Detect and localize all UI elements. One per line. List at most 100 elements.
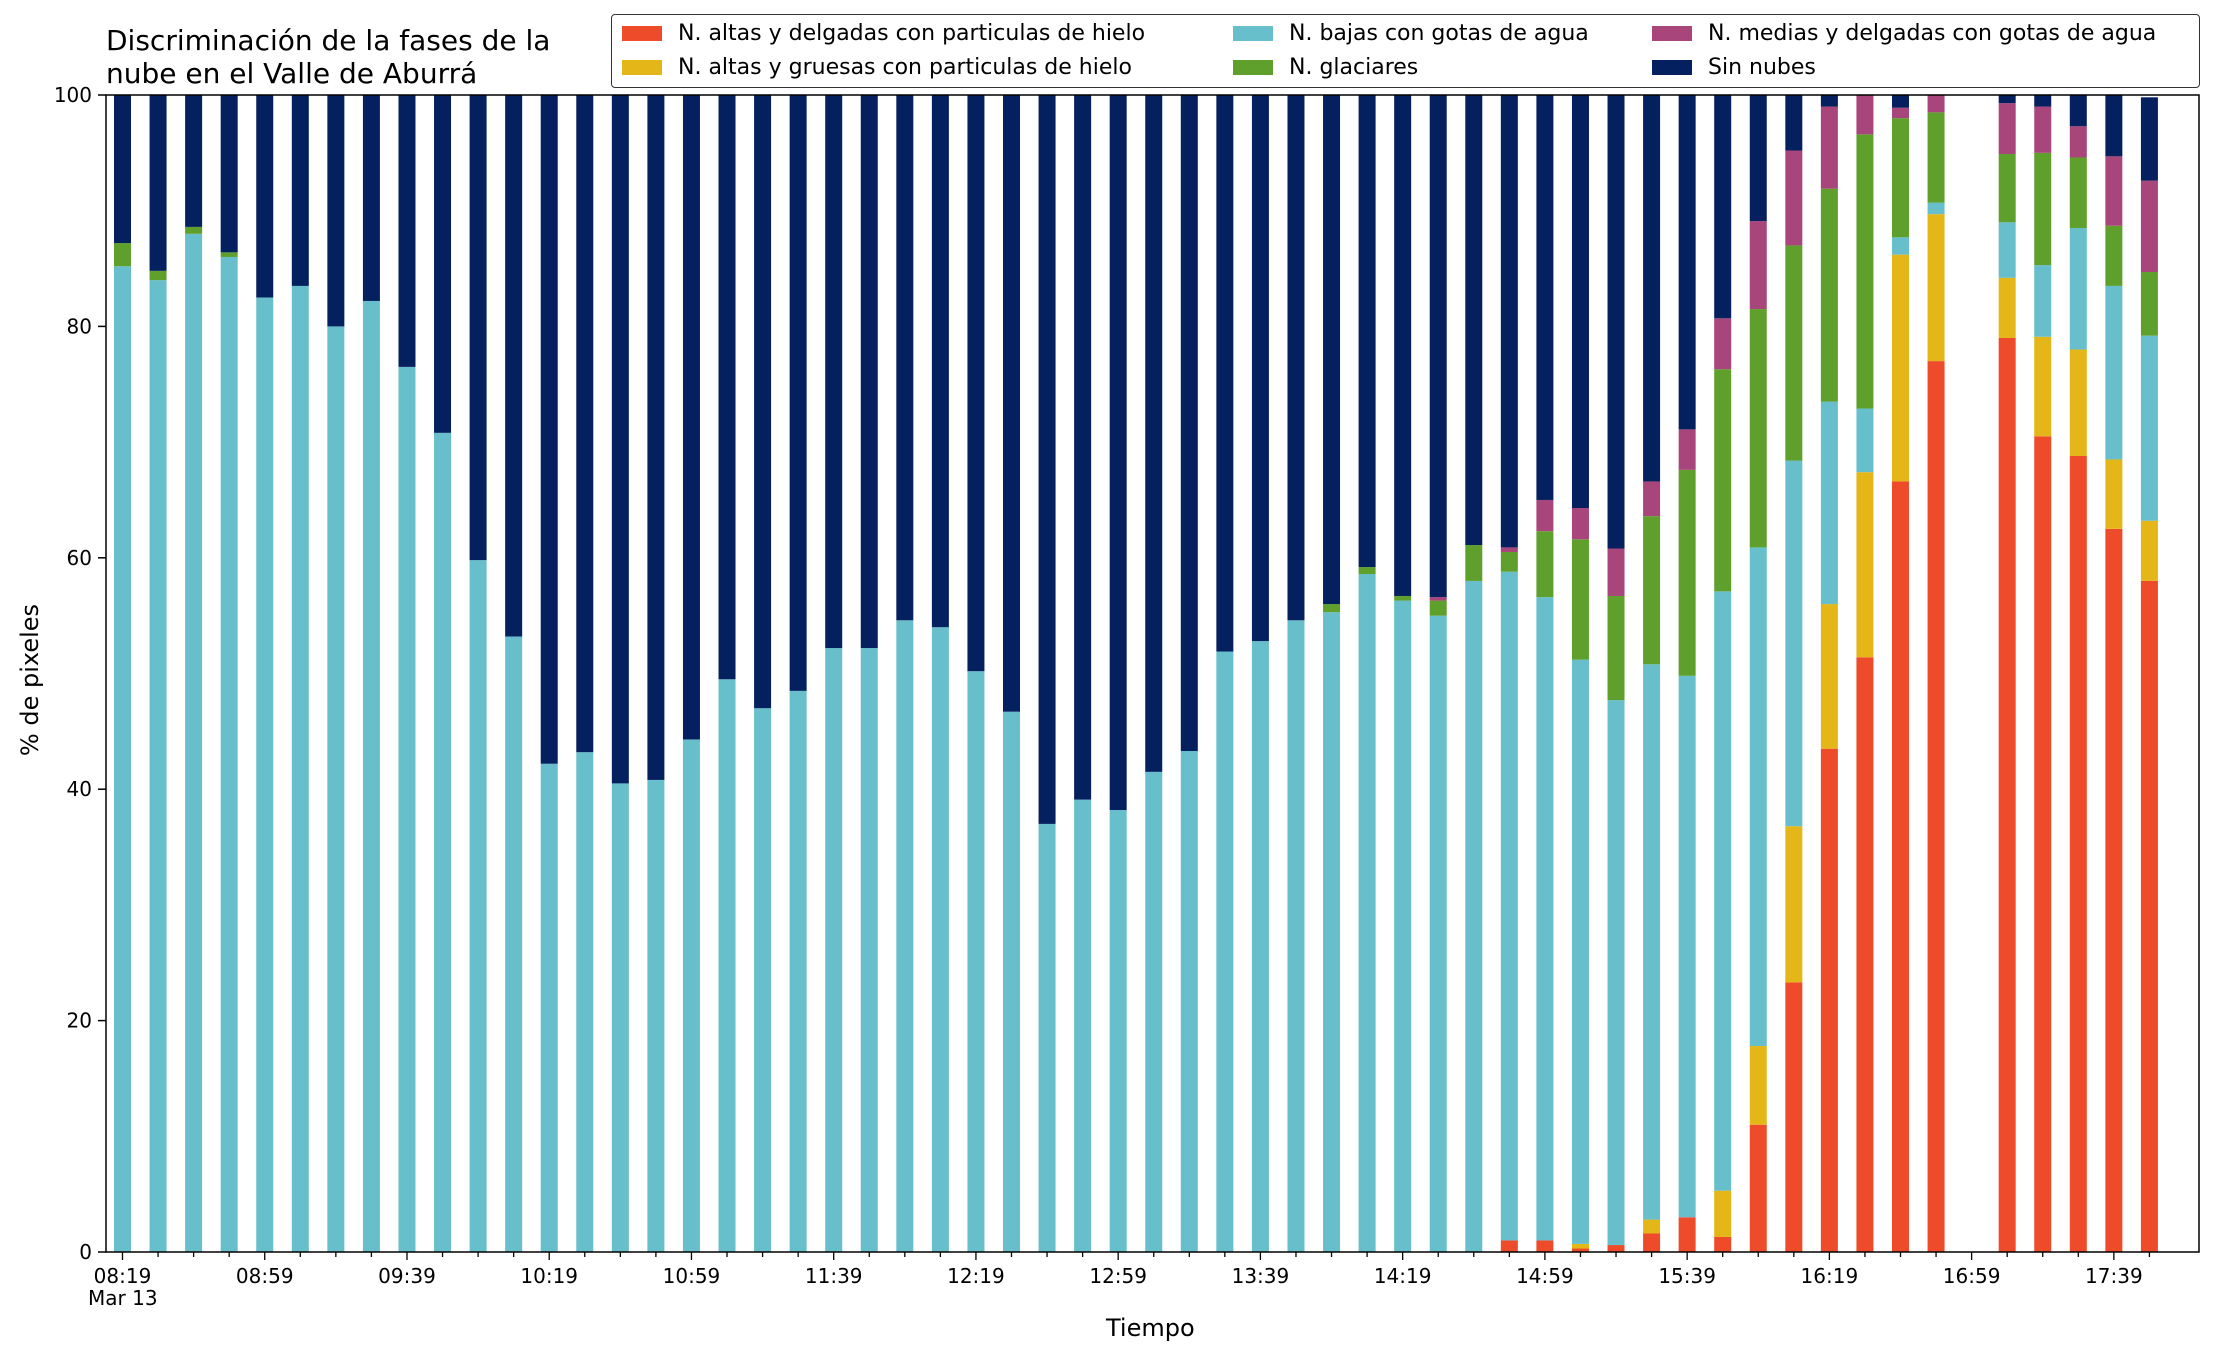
bar-segment xyxy=(1145,95,1163,772)
bar-segment xyxy=(1571,539,1589,660)
bar-segment xyxy=(1785,982,1803,1252)
legend-swatch xyxy=(622,60,662,75)
bar-segment xyxy=(1892,254,1909,482)
bar-segment xyxy=(1998,337,2016,1253)
bar-segment xyxy=(1394,595,1412,601)
bar-segment xyxy=(1998,154,2016,223)
bar-segment xyxy=(1607,1245,1625,1252)
bar-segment xyxy=(1892,481,1909,1252)
bar-segment xyxy=(1394,600,1412,1252)
bar-segment xyxy=(1287,95,1305,621)
bar-segment xyxy=(789,95,807,691)
bar-segment xyxy=(2069,157,2087,229)
bar-segment xyxy=(1998,277,2016,338)
bar-segment xyxy=(1536,1240,1554,1252)
bar-segment xyxy=(1856,134,1874,409)
y-tick-label: 80 xyxy=(67,314,92,338)
legend-swatch xyxy=(1233,60,1273,75)
bar-segment xyxy=(1927,214,1945,362)
x-tick-label: 12:59 xyxy=(1089,1264,1147,1288)
bar-segment xyxy=(505,636,523,1252)
bar-segment xyxy=(1251,95,1269,642)
bar-segment xyxy=(1856,408,1874,473)
bar-segment xyxy=(1074,95,1092,800)
bar-segment xyxy=(2034,265,2052,337)
bar-segment xyxy=(2140,97,2158,181)
legend-label: N. glaciares xyxy=(1289,55,1419,80)
bar-segment xyxy=(1749,547,1767,1047)
bar-segment xyxy=(1749,221,1767,310)
bar-segment xyxy=(825,648,843,1252)
bar-segment xyxy=(1643,481,1661,517)
x-axis: 08:19 08:59 09:39 10:19 10:59 11:39 12:19 12:59… xyxy=(94,1252,2151,1288)
bar-segment xyxy=(1714,591,1732,1191)
bar-segment xyxy=(1571,659,1589,1244)
bar-segment xyxy=(114,243,131,267)
bar-segment xyxy=(1714,1190,1732,1237)
bar-segment xyxy=(1927,95,1945,113)
bar-segment xyxy=(1892,95,1909,108)
bar-segment xyxy=(1678,469,1696,676)
bar-segment xyxy=(2069,455,2087,1253)
bar-segment xyxy=(576,752,594,1252)
bar-segment xyxy=(291,95,309,286)
bar-segment xyxy=(1003,711,1020,1252)
bar-segment xyxy=(1251,641,1269,1252)
bar-segment xyxy=(1749,95,1767,222)
bar-segment xyxy=(1500,571,1518,1241)
bar-segment xyxy=(2069,126,2087,158)
bar-segment xyxy=(2034,106,2052,153)
bar-segment xyxy=(149,280,167,1252)
x-tick-label: 10:59 xyxy=(663,1264,721,1288)
legend-swatch xyxy=(1652,60,1692,75)
bar-segment xyxy=(967,95,985,672)
bar-segment xyxy=(1643,1219,1661,1234)
bar-segment xyxy=(1785,826,1803,983)
bar-segment xyxy=(540,95,558,764)
bar-segment xyxy=(1678,95,1696,430)
x-axis-label: Tiempo xyxy=(1106,1314,1195,1342)
legend-swatch xyxy=(1652,26,1692,41)
bar-segment xyxy=(1429,600,1447,616)
bar-segment xyxy=(1358,95,1376,568)
bar-segment xyxy=(220,252,238,257)
bar-segment xyxy=(1180,751,1198,1252)
bar-segment xyxy=(718,679,736,1252)
bar-segment xyxy=(1714,369,1732,592)
x-tick-label: 12:19 xyxy=(947,1264,1005,1288)
bar-segment xyxy=(1287,620,1305,1252)
bar-segment xyxy=(1216,651,1234,1252)
bar-segment xyxy=(825,95,843,649)
bar-segment xyxy=(1749,1124,1767,1252)
bar-segment xyxy=(2140,272,2158,336)
bar-segment xyxy=(1785,95,1803,151)
bar-segment xyxy=(1216,95,1234,652)
bar-segment xyxy=(1038,95,1056,824)
bar-segment xyxy=(1998,95,2016,104)
bar-segment xyxy=(1536,597,1554,1241)
bar-segment xyxy=(2140,580,2158,1252)
bar-segment xyxy=(256,95,274,298)
x-tick-label: 08:59 xyxy=(236,1264,294,1288)
legend-label: N. medias y delgadas con gotas de agua xyxy=(1708,21,2157,46)
bar-segment xyxy=(1536,499,1554,532)
bar-segment xyxy=(505,95,523,637)
bar-segment xyxy=(398,95,416,367)
bar-segment xyxy=(362,300,380,1252)
bar-segment xyxy=(185,226,203,234)
bar-segment xyxy=(1714,95,1732,319)
bar-segment xyxy=(1500,547,1518,553)
bar-segment xyxy=(2105,156,2123,226)
x-tick-label: 15:39 xyxy=(1658,1264,1716,1288)
bar-segment xyxy=(1892,107,1909,119)
bar-segment xyxy=(2105,95,2123,157)
bar-segment xyxy=(2069,349,2087,456)
bar-segment xyxy=(1820,95,1838,107)
bar-segment xyxy=(1856,657,1874,1252)
bar-segment xyxy=(1109,95,1127,811)
bar-segment xyxy=(1892,118,1909,238)
chart-bars xyxy=(114,95,2158,1253)
legend-label: N. bajas con gotas de agua xyxy=(1289,21,1589,46)
bar-segment xyxy=(1500,552,1518,572)
y-tick-label: 60 xyxy=(67,546,92,570)
